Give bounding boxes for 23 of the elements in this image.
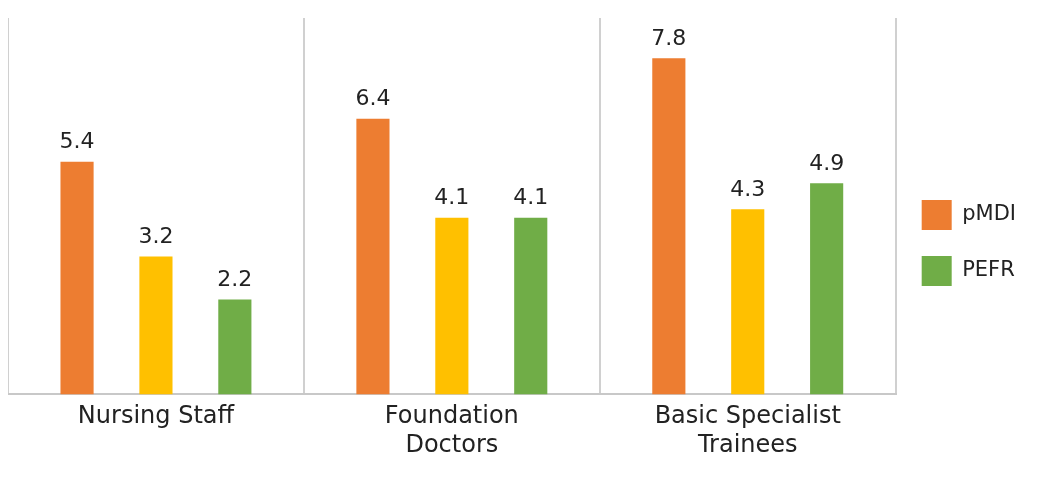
data-label: 6.4 [355, 85, 391, 111]
data-label: 5.4 [59, 128, 95, 154]
data-label: 4.9 [809, 150, 845, 175]
bar [60, 161, 94, 395]
bar [356, 118, 390, 395]
bar [810, 183, 844, 395]
bar [652, 58, 686, 395]
bar [218, 299, 252, 395]
bar [731, 209, 765, 395]
x-tick-label: Nursing Staff [77, 401, 235, 430]
data-label: 3.2 [138, 223, 174, 249]
x-tick-label: Foundation Doctors [384, 401, 519, 458]
data-label: 4.1 [513, 184, 549, 210]
x-tick-label: Basic Specialist Trainees [654, 401, 841, 458]
data-label: 2.2 [217, 266, 253, 292]
data-label: 4.3 [730, 175, 766, 201]
bar [514, 217, 548, 395]
data-label: 4.1 [434, 184, 470, 210]
legend-label: PEFR [962, 257, 1015, 282]
data-label: 7.8 [651, 25, 687, 51]
bar [435, 217, 469, 395]
legend-label: pMDI [962, 201, 1016, 226]
bar [139, 256, 173, 395]
